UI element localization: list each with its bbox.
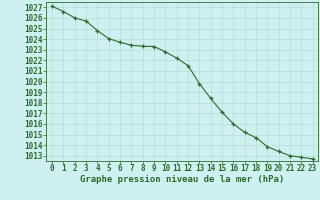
X-axis label: Graphe pression niveau de la mer (hPa): Graphe pression niveau de la mer (hPa) [80, 175, 284, 184]
